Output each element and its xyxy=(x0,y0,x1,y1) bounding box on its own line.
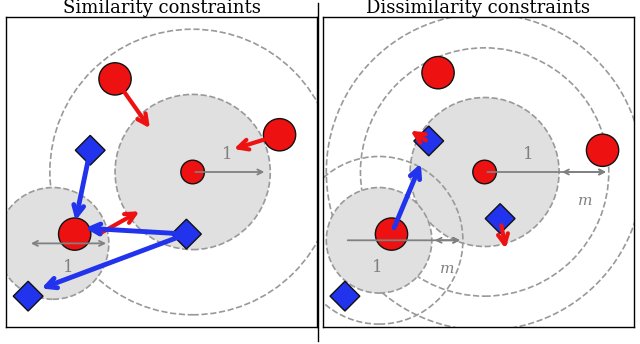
Circle shape xyxy=(422,56,454,89)
Polygon shape xyxy=(13,281,43,311)
Polygon shape xyxy=(485,204,515,234)
Circle shape xyxy=(473,160,497,184)
Title: Dissimilarity constraints: Dissimilarity constraints xyxy=(366,0,590,17)
Polygon shape xyxy=(172,219,202,249)
Polygon shape xyxy=(330,281,360,311)
Circle shape xyxy=(0,187,109,299)
Circle shape xyxy=(264,119,296,151)
Circle shape xyxy=(410,97,559,247)
Circle shape xyxy=(375,218,408,250)
Text: m: m xyxy=(578,194,593,208)
Circle shape xyxy=(99,63,131,95)
Circle shape xyxy=(586,134,619,166)
Text: 1: 1 xyxy=(221,146,232,163)
Text: 1: 1 xyxy=(63,259,74,276)
Text: m: m xyxy=(440,262,454,276)
Circle shape xyxy=(326,187,432,293)
Circle shape xyxy=(115,94,270,250)
Polygon shape xyxy=(414,126,444,156)
Text: 1: 1 xyxy=(523,146,533,163)
Title: Similarity constraints: Similarity constraints xyxy=(63,0,260,17)
Polygon shape xyxy=(76,136,105,165)
Text: 1: 1 xyxy=(372,259,383,276)
Circle shape xyxy=(181,160,204,184)
Circle shape xyxy=(58,218,91,250)
